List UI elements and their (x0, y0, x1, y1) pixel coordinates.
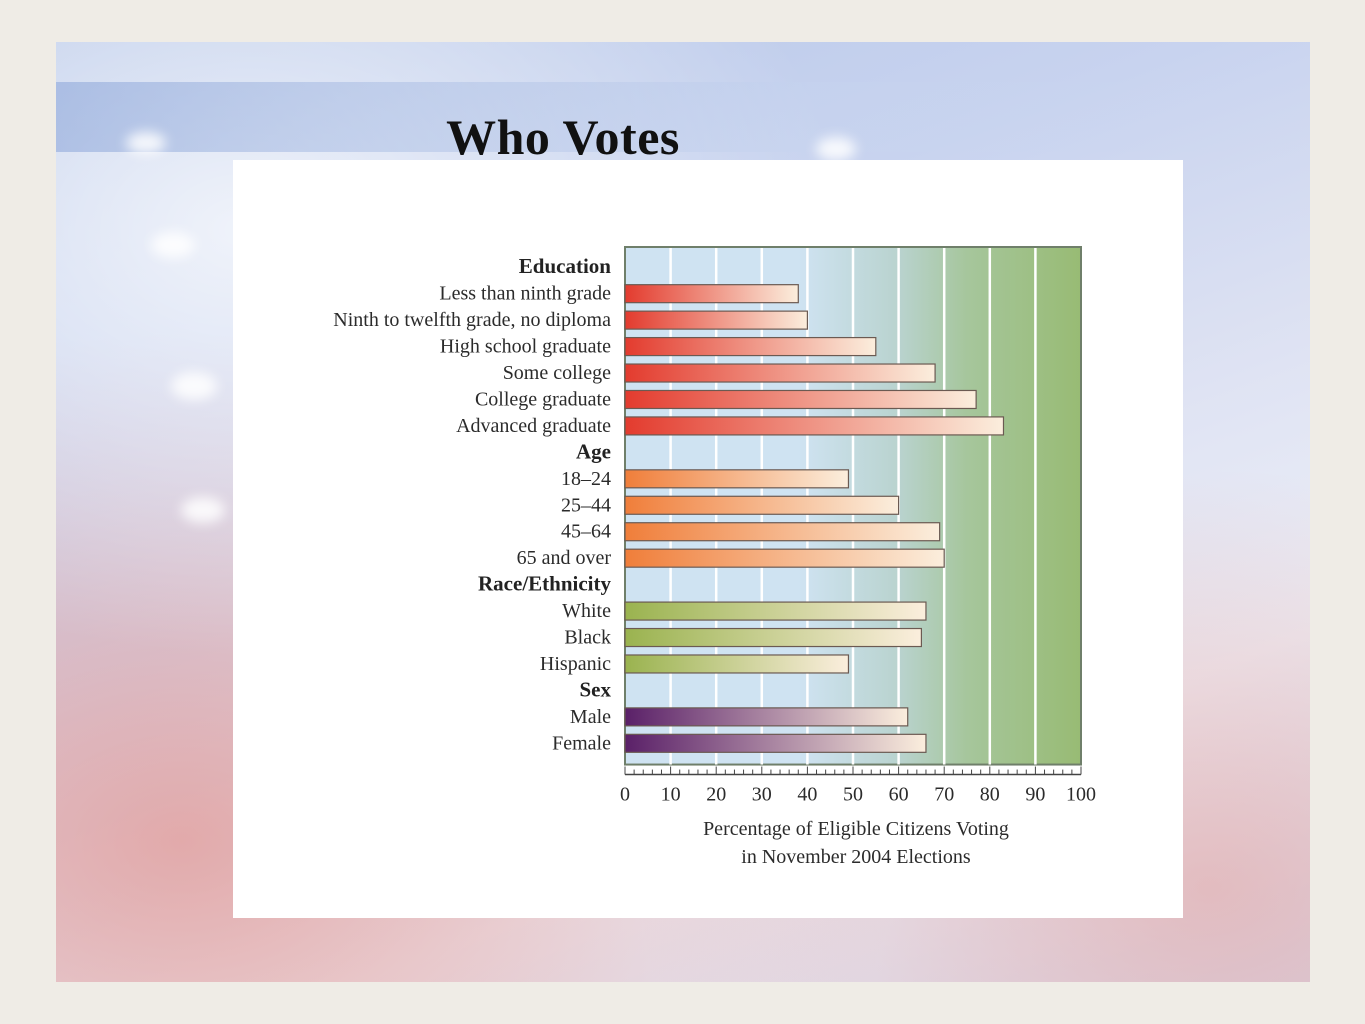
row-label: Black (564, 627, 611, 649)
x-tick-label: 30 (752, 784, 772, 806)
group-label: Education (519, 254, 612, 278)
row-label: High school graduate (440, 336, 611, 358)
row-label: Female (552, 732, 611, 754)
bar (624, 548, 945, 568)
x-tick-label: 50 (843, 784, 863, 806)
background-band (56, 82, 1310, 152)
background-glow (816, 137, 856, 161)
slide-title-text: Who Votes (446, 109, 680, 165)
bar (624, 363, 936, 383)
x-axis-title-line-2: in November 2004 Elections (741, 846, 971, 868)
x-tick-label: 80 (980, 784, 1000, 806)
bar (624, 389, 977, 410)
voting-bar-chart: Education Less than ninth grade Ninth to t… (333, 246, 1096, 868)
x-tick-label: 10 (661, 784, 681, 806)
row-label: 18–24 (561, 468, 611, 490)
group-label: Sex (580, 677, 612, 701)
x-tick-label: 20 (706, 784, 726, 806)
row-label: Hispanic (540, 653, 611, 675)
bar (624, 654, 850, 674)
bar (624, 601, 927, 621)
bar (624, 284, 799, 304)
chart-panel: Education Less than ninth grade Ninth to t… (233, 160, 1183, 918)
row-label: College graduate (475, 388, 611, 410)
x-tick-label: 60 (889, 784, 909, 806)
x-tick-label: 0 (620, 784, 630, 806)
background-glow (171, 372, 217, 400)
bar (624, 522, 941, 542)
bar (624, 495, 900, 515)
row-label: Less than ninth grade (439, 283, 611, 305)
group-label: Age (576, 439, 611, 463)
row-label: 45–64 (561, 521, 611, 543)
x-tick-label: 40 (797, 784, 817, 806)
bar (624, 310, 808, 330)
background-glow (126, 132, 166, 154)
row-label: Male (570, 706, 611, 728)
row-label: 25–44 (561, 494, 611, 516)
slide-title: Who Votes (56, 108, 1196, 166)
bar (624, 336, 877, 357)
row-label: Advanced graduate (456, 415, 611, 437)
bar (624, 416, 1005, 436)
row-label: Some college (503, 362, 611, 384)
x-axis: 0 10 20 30 40 50 60 70 80 90 100 (620, 766, 1096, 806)
bars (624, 284, 1005, 753)
x-tick-label: 100 (1066, 784, 1096, 806)
row-labels: Education Less than ninth grade Ninth to t… (333, 254, 611, 754)
row-label: White (562, 600, 611, 622)
x-tick-label: 70 (934, 784, 954, 806)
row-label: 65 and over (517, 547, 612, 569)
bar (624, 469, 850, 489)
bar (624, 733, 927, 753)
row-label: Ninth to twelfth grade, no diploma (333, 309, 611, 331)
bar (624, 707, 909, 727)
bar (624, 627, 922, 648)
background-glow (151, 232, 195, 258)
background-glow (181, 497, 225, 523)
group-label: Race/Ethnicity (478, 572, 611, 596)
x-tick-label: 90 (1025, 784, 1045, 806)
x-axis-title-line-1: Percentage of Eligible Citizens Voting (703, 818, 1009, 840)
